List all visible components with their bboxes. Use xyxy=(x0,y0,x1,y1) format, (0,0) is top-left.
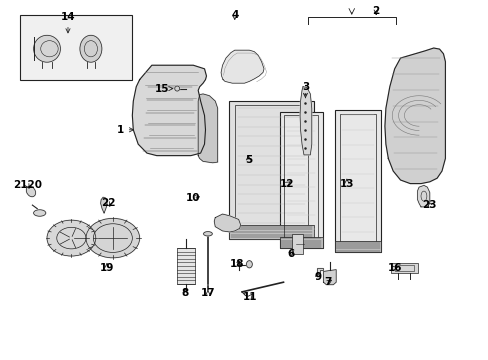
Text: 14: 14 xyxy=(61,12,75,33)
Bar xyxy=(279,112,322,248)
Text: 10: 10 xyxy=(185,193,200,203)
Bar xyxy=(20,15,132,80)
Text: 4: 4 xyxy=(231,10,238,20)
Text: 12: 12 xyxy=(280,179,294,189)
Polygon shape xyxy=(221,50,264,83)
Polygon shape xyxy=(214,214,240,232)
Bar xyxy=(228,225,314,239)
Text: 13: 13 xyxy=(339,179,353,189)
Text: 5: 5 xyxy=(244,155,251,165)
Text: 3: 3 xyxy=(301,82,308,98)
Bar xyxy=(334,241,380,252)
Bar xyxy=(394,265,413,271)
Bar xyxy=(292,234,303,253)
Text: 9: 9 xyxy=(313,272,321,282)
Bar xyxy=(334,110,380,252)
Ellipse shape xyxy=(34,210,46,216)
Bar xyxy=(339,114,375,248)
Bar xyxy=(390,263,417,273)
Bar xyxy=(234,105,308,235)
Text: 6: 6 xyxy=(286,248,294,258)
Text: 7: 7 xyxy=(324,277,331,287)
Ellipse shape xyxy=(80,35,102,62)
Polygon shape xyxy=(101,197,107,213)
Bar xyxy=(279,237,322,248)
Text: 2: 2 xyxy=(372,6,379,17)
Polygon shape xyxy=(132,65,206,156)
Polygon shape xyxy=(300,87,311,155)
Circle shape xyxy=(86,219,140,258)
Text: 8: 8 xyxy=(181,288,188,298)
Circle shape xyxy=(47,220,96,256)
Bar xyxy=(177,248,194,284)
Text: 22: 22 xyxy=(101,198,115,208)
Polygon shape xyxy=(417,185,429,207)
Ellipse shape xyxy=(26,186,36,197)
Polygon shape xyxy=(316,268,322,276)
Text: 11: 11 xyxy=(243,292,257,302)
Polygon shape xyxy=(323,270,335,285)
Bar xyxy=(284,116,317,244)
Bar xyxy=(228,101,314,239)
Text: 23: 23 xyxy=(422,200,436,210)
Text: 2120: 2120 xyxy=(13,180,42,190)
Polygon shape xyxy=(384,48,445,184)
Text: 1: 1 xyxy=(116,125,133,135)
Text: 15: 15 xyxy=(154,84,173,94)
Ellipse shape xyxy=(174,86,179,91)
Text: 18: 18 xyxy=(229,259,244,269)
Ellipse shape xyxy=(246,261,252,268)
Ellipse shape xyxy=(34,35,61,62)
Ellipse shape xyxy=(203,231,212,236)
Polygon shape xyxy=(198,94,217,163)
Text: 19: 19 xyxy=(100,263,114,273)
Text: 16: 16 xyxy=(386,263,401,273)
Text: 17: 17 xyxy=(200,288,215,298)
